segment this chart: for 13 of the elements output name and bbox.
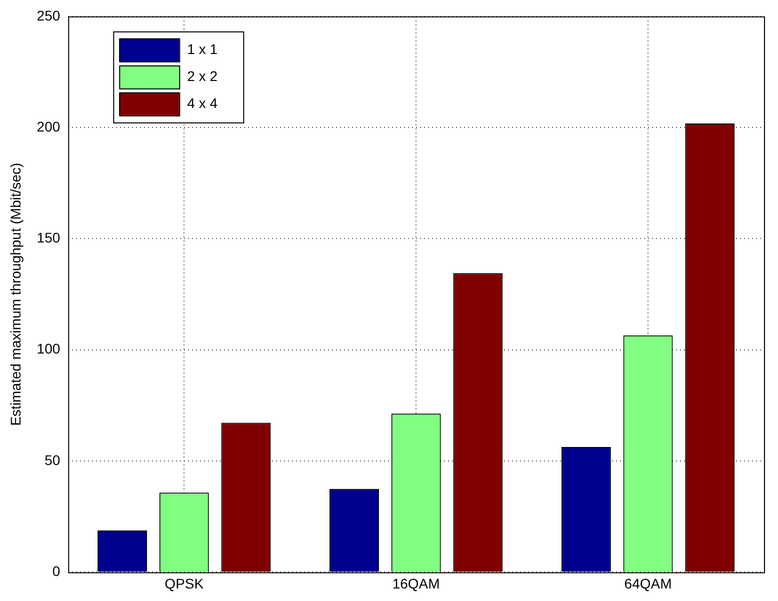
y-axis-title: Estimated maximum throughput (Mbit/sec)	[7, 162, 24, 426]
y-tick-label: 100	[36, 340, 60, 357]
legend-label: 1 x 1	[187, 40, 218, 57]
y-tick-label: 150	[36, 230, 60, 246]
y-tick-label: 200	[36, 118, 60, 134]
x-tick-label: 64QAM	[624, 575, 672, 592]
y-tick-label: 50	[44, 452, 60, 468]
y-tick-label: 250	[36, 7, 60, 24]
x-tick-label: 16QAM	[392, 575, 440, 592]
x-tick-label: QPSK	[164, 575, 204, 592]
legend-label: 4 x 4	[187, 94, 218, 111]
y-tick-label: 0	[52, 563, 60, 580]
legend-label: 2 x 2	[187, 68, 218, 84]
